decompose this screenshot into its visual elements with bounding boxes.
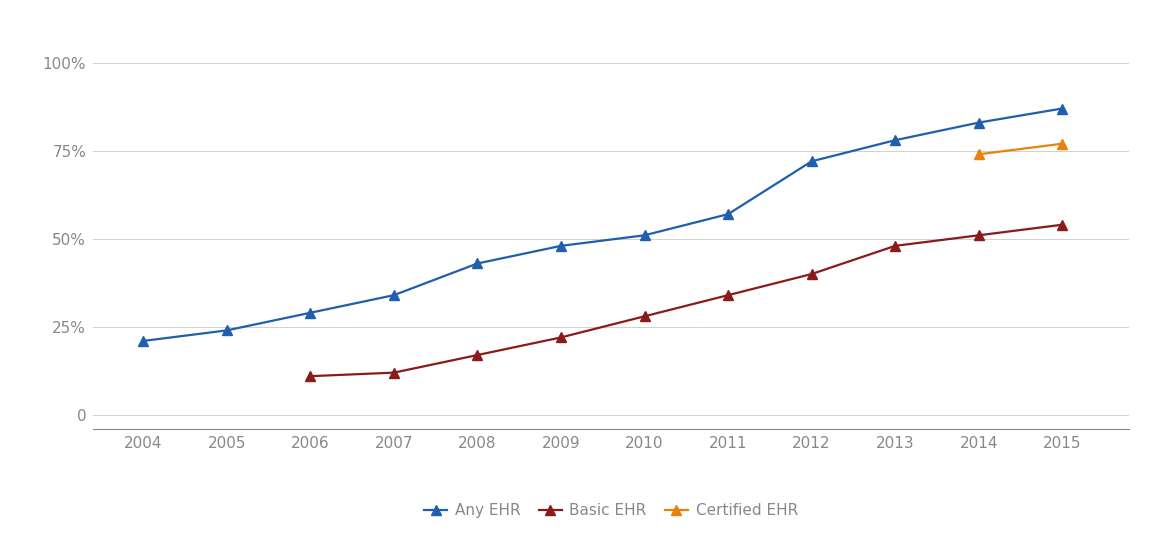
- Legend: Any EHR, Basic EHR, Certified EHR: Any EHR, Basic EHR, Certified EHR: [418, 497, 804, 524]
